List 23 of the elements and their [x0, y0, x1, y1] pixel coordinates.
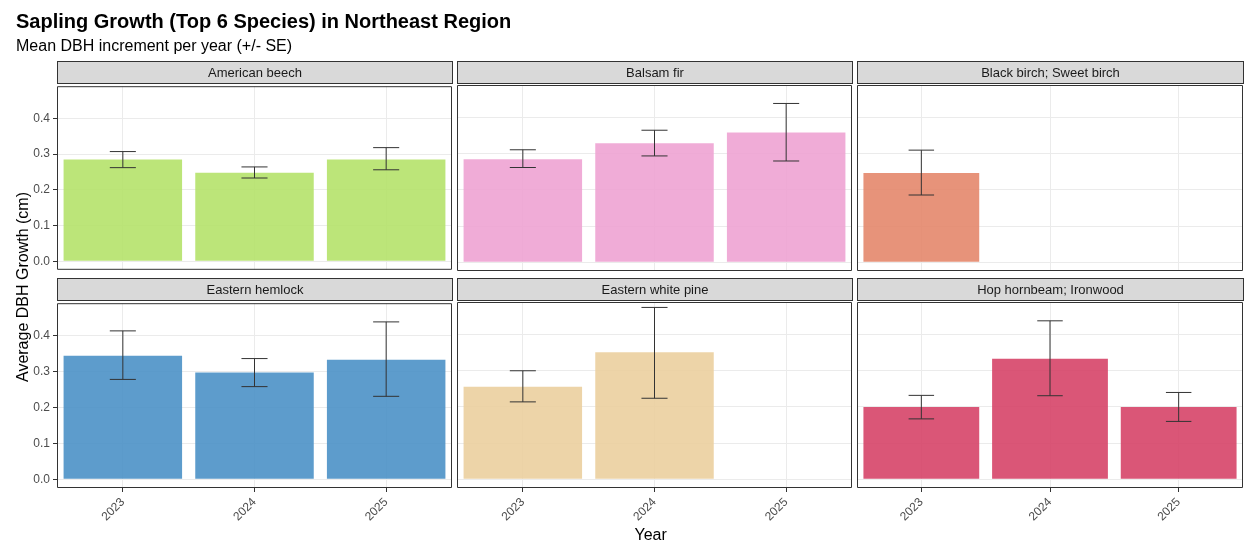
bar — [63, 355, 183, 479]
text: Sapling Growth (Top 6 Species) in Northeast Region — [16, 10, 512, 33]
bar — [195, 372, 314, 479]
text: Mean DBH increment per year (+/- SE) — [16, 37, 293, 55]
x-axis-title: Year — [634, 526, 667, 544]
y-tick-label: 0.2 — [33, 399, 51, 414]
chart-title: American beech — [57, 61, 453, 84]
y-tick-label: 0.1 — [33, 217, 51, 232]
chart-title: Hop hornbeam; Ironwood — [857, 278, 1244, 301]
y-tick-label: 0.4 — [33, 110, 51, 125]
y-tick-label: 0.0 — [33, 253, 51, 268]
y-tick-label: 0.1 — [33, 435, 51, 450]
y-tick-label: 0.3 — [33, 363, 51, 378]
y-tick-label: 0.0 — [33, 471, 51, 486]
y-tick-label: 0.2 — [33, 182, 51, 197]
chart-title: Balsam fir — [457, 61, 853, 84]
y-axis-title: Average DBH Growth (cm) — [13, 191, 32, 382]
y-tick-label: 0.3 — [33, 146, 51, 161]
chart-title: Black birch; Sweet birch — [857, 61, 1244, 84]
bar — [326, 359, 446, 479]
y-tick-label: 0.4 — [33, 327, 51, 342]
chart-title: Eastern white pine — [457, 278, 853, 301]
chart-title: Eastern hemlock — [57, 278, 453, 301]
